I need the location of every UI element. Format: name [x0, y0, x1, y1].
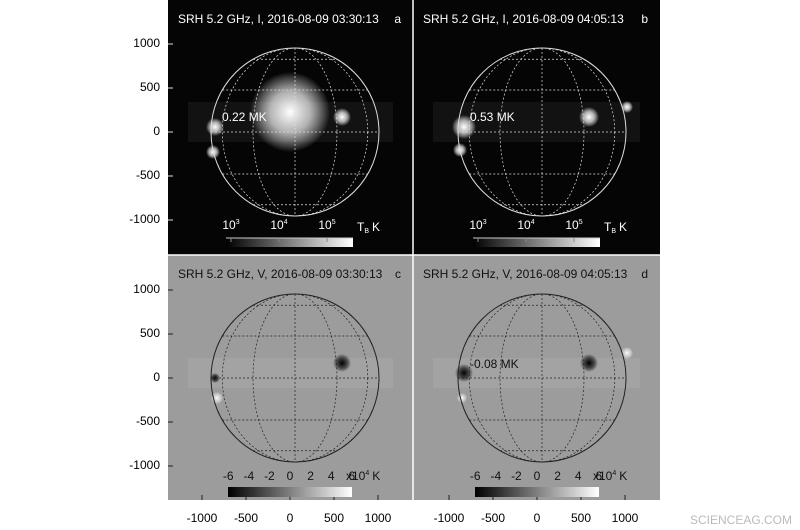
colorbar-exponent: 5 [579, 219, 583, 226]
radio-source [333, 108, 351, 126]
x-tick-label: 500 [324, 511, 344, 525]
colorbar-base: 10 [222, 218, 236, 232]
colorbar-unit: x104 K [593, 469, 627, 483]
colorbar-unit: TB K [604, 220, 627, 235]
colorbar-label: 104 [517, 218, 534, 232]
peak-annotation: 0.22 MK [222, 110, 267, 124]
colorbar [228, 487, 352, 497]
colorbar-label: 104 [270, 218, 287, 232]
colorbar-exponent: 3 [483, 219, 487, 226]
x-tick-label: -500 [234, 511, 258, 525]
unit-subscript: B [611, 228, 616, 235]
x-tick-label: 500 [571, 511, 591, 525]
colorbar-label: 6 [348, 469, 355, 483]
peak-annotation: 0.53 MK [470, 110, 515, 124]
unit-subscript: B [364, 228, 369, 235]
colorbar-label: -2 [511, 469, 522, 483]
radio-source [621, 347, 633, 359]
colorbar-label: -2 [264, 469, 275, 483]
colorbar-base: 10 [318, 218, 332, 232]
panel-letter: c [395, 267, 401, 281]
colorbar-exponent: 5 [332, 219, 336, 226]
y-tick-label: -1000 [129, 458, 160, 472]
panel-title: SRH 5.2 GHz, I, 2016-08-09 04:05:13 [423, 12, 624, 26]
radio-source [333, 354, 351, 372]
panel-title: SRH 5.2 GHz, I, 2016-08-09 03:30:13 [178, 12, 379, 26]
y-tick-label: 1000 [133, 36, 160, 50]
radio-source [580, 354, 598, 372]
multiplier: x10 [346, 469, 366, 483]
x-tick-label: -1000 [187, 511, 218, 525]
colorbar-label: 105 [565, 218, 582, 232]
radio-source [579, 107, 599, 127]
colorbar [473, 238, 600, 247]
colorbar-exponent: 3 [236, 219, 240, 226]
x-tick-label: -1000 [434, 511, 465, 525]
colorbar-unit: TB K [357, 220, 380, 235]
colorbar-label: -6 [470, 469, 481, 483]
colorbar-label: 0 [534, 469, 541, 483]
x-tick-label: 1000 [612, 511, 639, 525]
unit: K [372, 220, 380, 234]
radio-source [457, 393, 467, 403]
exponent: 4 [612, 470, 616, 477]
unit-symbol: T [357, 220, 365, 234]
colorbar-label: -4 [243, 469, 254, 483]
colorbar-label: 4 [575, 469, 582, 483]
colorbar-exponent: 4 [284, 219, 288, 226]
y-tick-label: 0 [153, 124, 160, 138]
panel-letter: a [394, 12, 401, 26]
colorbar-label: 105 [318, 218, 335, 232]
colorbar-label: 2 [554, 469, 561, 483]
y-tick-label: -500 [136, 414, 160, 428]
x-tick-label: -500 [481, 511, 505, 525]
colorbar-label: 2 [307, 469, 314, 483]
peak-annotation: -0.08 MK [470, 357, 519, 371]
panel-letter: b [641, 12, 648, 26]
watermark: SCIENCEAG.COM [690, 513, 792, 527]
colorbar-base: 10 [469, 218, 483, 232]
panel-title: SRH 5.2 GHz, V, 2016-08-09 03:30:13 [178, 267, 383, 281]
unit-symbol: T [604, 220, 612, 234]
glow [188, 358, 393, 388]
colorbar-base: 10 [270, 218, 284, 232]
colorbar-label: 6 [595, 469, 602, 483]
y-tick-label: -1000 [129, 212, 160, 226]
colorbar [226, 238, 353, 247]
unit: K [619, 469, 627, 483]
y-tick-label: 500 [140, 80, 160, 94]
y-tick-label: 0 [153, 370, 160, 384]
radio-source [206, 118, 224, 136]
radio-source [250, 72, 330, 152]
x-tick-label: 1000 [365, 511, 392, 525]
colorbar-label: -6 [223, 469, 234, 483]
colorbar [475, 487, 599, 497]
colorbar-exponent: 4 [531, 219, 535, 226]
x-tick-label: 0 [534, 511, 541, 525]
y-tick-label: -500 [136, 168, 160, 182]
multiplier: x10 [593, 469, 613, 483]
colorbar-label: 0 [287, 469, 294, 483]
colorbar-base: 10 [517, 218, 531, 232]
panel-title: SRH 5.2 GHz, V, 2016-08-09 04:05:13 [423, 267, 628, 281]
colorbar-label: 103 [469, 218, 486, 232]
x-tick-label: 0 [287, 511, 294, 525]
colorbar-label: 4 [328, 469, 335, 483]
colorbar-unit: x104 K [346, 469, 380, 483]
panel-letter: d [641, 267, 648, 281]
unit: K [619, 220, 627, 234]
y-tick-label: 1000 [133, 282, 160, 296]
y-tick-label: 500 [140, 326, 160, 340]
colorbar-label: -4 [490, 469, 501, 483]
colorbar-base: 10 [565, 218, 579, 232]
radio-source [455, 364, 473, 382]
colorbar-label: 103 [222, 218, 239, 232]
radio-source [621, 101, 633, 113]
unit: K [372, 469, 380, 483]
exponent: 4 [365, 470, 369, 477]
